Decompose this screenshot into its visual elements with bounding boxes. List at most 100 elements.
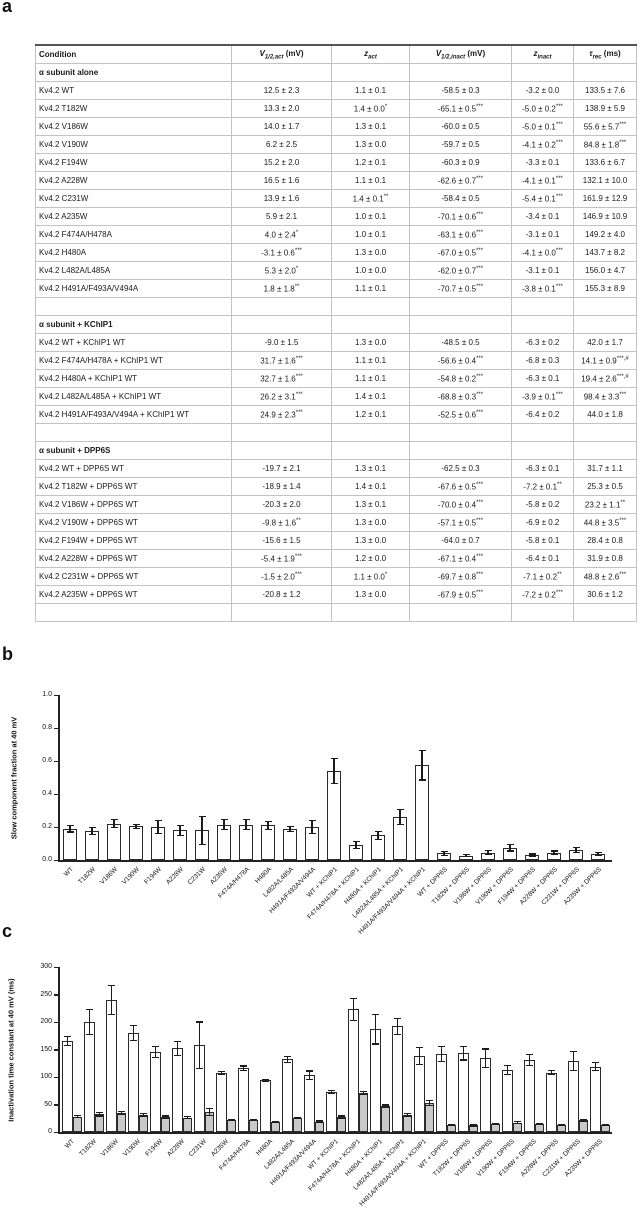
table-cell: -6.4 ± 0.2: [511, 405, 574, 424]
table-row: Kv4.2 F194W + DPP6S WT -15.6 ± 1.5 1.3 ± 0…: [35, 531, 637, 550]
x-axis: [58, 1132, 612, 1134]
error-bar: [69, 825, 71, 832]
table-row: Kv4.2 F474A/H478A + KChIP1 WT 31.7 ± 1.6*…: [35, 351, 637, 370]
error-bar-cap: [272, 1120, 279, 1123]
table-cell: 1.8 ± 1.8**: [231, 279, 332, 298]
table-cell: -63.1 ± 0.6***: [409, 225, 512, 244]
table-header-cell: V1/2,inact (mV): [409, 44, 512, 64]
error-bar-cap: [570, 1069, 577, 1071]
bar: [73, 1116, 82, 1132]
error-bar-cap: [250, 1118, 257, 1120]
error-bar-cap: [528, 855, 536, 857]
error-bar-cap: [550, 853, 558, 855]
error-bar-cap: [482, 1048, 489, 1050]
error-bar-cap: [506, 843, 514, 845]
error-bar-cap: [396, 809, 404, 811]
table-cell: Kv4.2 H491A/F493A/V494A: [35, 279, 232, 298]
results-table: Condition V1/2,act (mV) zact V1/2,inact (mV…: [35, 44, 637, 622]
bar: [129, 826, 143, 860]
error-bar-cap: [198, 815, 206, 817]
y-tick-mark: [54, 1049, 58, 1051]
table-cell: -7.2 ± 0.1**: [511, 477, 574, 496]
bar: [238, 1068, 249, 1132]
table-cell: [573, 315, 637, 334]
error-bar-cap: [328, 1089, 335, 1091]
error-bar: [110, 985, 113, 1015]
error-bar: [267, 821, 269, 830]
error-bar-cap: [240, 1065, 247, 1067]
bar: [117, 1112, 126, 1132]
table-row: Kv4.2 V190W 6.2 ± 2.5 1.3 ± 0.0 -59.7 ± 0.5…: [35, 135, 637, 154]
table-cell: -70.7 ± 0.5***: [409, 279, 512, 298]
error-bar-cap: [262, 1080, 269, 1082]
error-bar: [516, 1121, 519, 1124]
table-cell: -54.8 ± 0.2***: [409, 369, 512, 388]
table-cell: -67.1 ± 0.4***: [409, 549, 512, 568]
table-cell: -20.8 ± 1.2: [231, 585, 332, 604]
error-bar: [311, 820, 313, 834]
table-cell: 1.0 ± 0.1: [331, 225, 410, 244]
table-cell: [331, 315, 410, 334]
y-tick-mark: [54, 966, 58, 968]
table-cell: 44.8 ± 3.5***: [573, 513, 637, 532]
error-bar-cap: [110, 818, 118, 821]
table-cell: Kv4.2 A235W: [35, 207, 232, 226]
table-cell: -68.8 ± 0.3***: [409, 387, 512, 406]
table-cell: 15.2 ± 2.0: [231, 153, 332, 172]
table-cell: Kv4.2 C231W: [35, 189, 232, 208]
bar: [502, 1069, 513, 1132]
error-bar-cap: [196, 1067, 203, 1069]
error-bar: [487, 850, 489, 855]
table-cell: -6.8 ± 0.3: [511, 351, 574, 370]
table-cell: 155.3 ± 8.9: [573, 279, 637, 298]
error-bar-cap: [96, 1115, 103, 1117]
error-bar-cap: [580, 1120, 587, 1123]
error-bar-cap: [88, 827, 96, 829]
error-bar-cap: [460, 1059, 467, 1061]
error-bar-cap: [416, 1063, 423, 1065]
error-bar-cap: [558, 1123, 565, 1125]
bar: [337, 1117, 346, 1132]
bar: [63, 828, 77, 860]
table-cell: Kv4.2 V186W: [35, 117, 232, 136]
table-cell: 1.2 ± 0.1: [331, 153, 410, 172]
error-bar: [157, 820, 159, 834]
bar: [491, 1124, 500, 1132]
error-bar-cap: [264, 820, 272, 822]
table-header-row: Condition V1/2,act (mV) zact V1/2,inact (mV…: [35, 44, 637, 64]
error-bar-cap: [198, 843, 206, 845]
table-row: Kv4.2 WT 12.5 ± 2.3 1.1 ± 0.1 -58.5 ± 0.3 -3…: [35, 81, 637, 100]
error-bar-cap: [580, 1118, 587, 1120]
error-bar-cap: [294, 1116, 301, 1118]
y-tick-mark: [54, 1076, 58, 1078]
x-axis: [58, 860, 612, 862]
error-bar-cap: [492, 1123, 499, 1125]
panel-b-label: b: [2, 644, 13, 664]
table-row: Kv4.2 L482A/L485A 5.3 ± 2.0* 1.0 ± 0.0 -62.…: [35, 261, 637, 280]
error-bar-cap: [504, 1073, 511, 1075]
table-cell: -67.0 ± 0.5***: [409, 243, 512, 262]
y-tick-label: 300: [40, 963, 52, 970]
table-cell: -3.1 ± 0.1: [511, 225, 574, 244]
table-row: Kv4.2 WT + KChIP1 WT -9.0 ± 1.5 1.3 ± 0.0-…: [35, 333, 637, 352]
table-cell: 24.9 ± 2.3***: [231, 405, 332, 424]
bar: [260, 1080, 271, 1132]
error-bar-cap: [404, 1113, 411, 1115]
y-tick-mark: [54, 1131, 58, 1133]
error-bar: [142, 1113, 145, 1117]
y-tick-mark: [54, 859, 58, 861]
table-cell: α subunit alone: [35, 63, 232, 82]
table-cell: -3.1 ± 0.6***: [231, 243, 332, 262]
table-cell: -6.3 ± 0.1: [511, 369, 574, 388]
y-tick-label: 150: [40, 1045, 52, 1053]
error-bar-cap: [132, 823, 140, 825]
chart-c-y-axis-label: Inactivation time constant at 40 mV (ms): [6, 978, 16, 1122]
error-bar-cap: [262, 1078, 269, 1080]
table-cell: [231, 603, 332, 622]
error-bar: [377, 831, 379, 840]
table-cell: 1.3 ± 0.0: [331, 531, 410, 550]
table-cell: 1.4 ± 0.0*: [331, 99, 410, 118]
error-bar: [362, 1091, 365, 1095]
table-cell: -3.9 ± 0.1***: [511, 387, 574, 406]
bar: [62, 1041, 73, 1132]
